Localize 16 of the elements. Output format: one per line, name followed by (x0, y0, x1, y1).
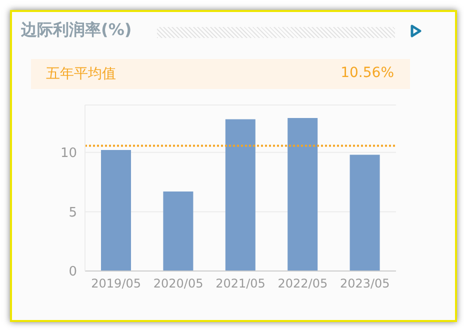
x-tick-label: 2023/05 (340, 276, 390, 291)
x-tick-label: 2022/05 (278, 276, 328, 291)
bar (163, 192, 194, 271)
y-tick-label: 10 (60, 146, 77, 162)
x-tick-label: 2021/05 (216, 276, 266, 291)
x-tick-label: 2019/05 (91, 276, 142, 291)
text: 五年平均值 (46, 65, 116, 83)
bar (225, 119, 256, 271)
bar (101, 150, 131, 271)
bar (350, 154, 380, 271)
y-tick-label: 5 (68, 205, 77, 220)
chart-title: 边际利润率(%) (21, 20, 132, 41)
x-tick-label: 2020/05 (153, 276, 204, 291)
bar (288, 118, 318, 271)
text: 10.56% (340, 65, 394, 81)
y-tick-label: 0 (68, 264, 77, 280)
